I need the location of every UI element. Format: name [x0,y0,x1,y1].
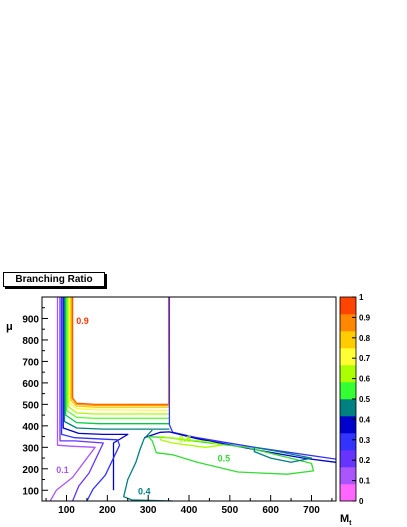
contour-label: 0.9 [76,316,89,326]
contour-line-12 [168,297,337,460]
y-axis-title: μ [6,321,13,333]
contour-line-11 [49,297,96,502]
palette-swatch [340,382,356,400]
palette-tick-label: 0.9 [359,313,371,322]
contour-line-16 [159,435,223,448]
palette-tick-label: 0.3 [359,436,371,445]
contour-line-15 [147,435,315,475]
color-palette: 0 0.1 0.2 0.3 0.4 0.5 0.6 0.7 0.8 0.9 1 [339,293,371,506]
plot-frame [41,296,337,502]
contour-line-10 [59,297,104,502]
palette-swatch [340,314,356,332]
y-tick-label: 600 [22,379,39,390]
palette-tick-label: 0.5 [359,395,371,404]
palette-tick-label: 0.7 [359,354,371,363]
x-tick-label: 200 [99,505,116,516]
palette-swatch [340,348,356,366]
contour-label: 0.4 [138,487,151,497]
palette-swatch [340,331,356,349]
contour-line-4 [67,297,170,415]
palette-tick-label: 0.6 [359,375,371,384]
x-axis-title: Mt [340,513,352,527]
palette-swatch [340,297,356,315]
x-tick-label: 100 [58,505,75,516]
contour-labels: 0.9 0.6 0.5 0.1 0.4 [56,316,230,497]
x-tick-label: 500 [221,505,238,516]
y-tick-label: 400 [22,422,39,433]
contour-line-5 [66,297,170,419]
contour-line-7 [63,297,170,430]
contour-line-17 [253,446,313,463]
x-axis-title-sub: t [349,520,352,527]
y-tick-label: 200 [22,465,39,476]
palette-tick-label: 0.1 [359,477,371,486]
palette-swatch [340,467,356,485]
palette-swatch [340,365,356,383]
contour-label: 0.5 [218,453,231,463]
contour-line-6 [65,297,170,425]
y-tick-label: 700 [22,357,39,368]
contour-line-14 [123,429,173,502]
x-tick-label: 400 [181,505,198,516]
axes: 100 200 300 400 500 600 700 100 200 300 400 500 600 7… [22,307,333,516]
palette-tick-label: 0.2 [359,456,371,465]
contour-line-8 [62,297,129,491]
palette-swatch [340,416,356,434]
palette-tick-label: 0.8 [359,334,371,343]
palette-tick-label: 0 [359,497,364,506]
contour-line-9 [60,297,121,502]
palette-swatch [340,450,356,468]
y-tick-label: 900 [22,314,39,325]
x-tick-label: 600 [262,505,279,516]
palette-swatch [340,399,356,417]
contour-label: 0.1 [56,465,69,475]
palette-tick-label: 1 [359,293,364,302]
y-tick-label: 500 [22,400,39,411]
y-tick-label: 100 [22,486,39,497]
x-tick-label: 300 [140,505,157,516]
contour-label: 0.6 [179,434,192,444]
contour-line-13 [143,431,337,463]
palette-tick-label: 0.4 [359,415,371,424]
contour-line-3 [68,297,170,412]
y-tick-label: 300 [22,443,39,454]
chart-title: Branching Ratio [3,272,105,287]
y-tick-label: 800 [22,336,39,347]
palette-swatch [340,484,356,502]
contour-lines [49,296,337,502]
contour-line-2 [69,297,170,408]
contour-line-0 [71,297,170,406]
contour-line-1 [70,296,171,407]
palette-swatch [340,433,356,451]
x-tick-label: 700 [303,505,320,516]
